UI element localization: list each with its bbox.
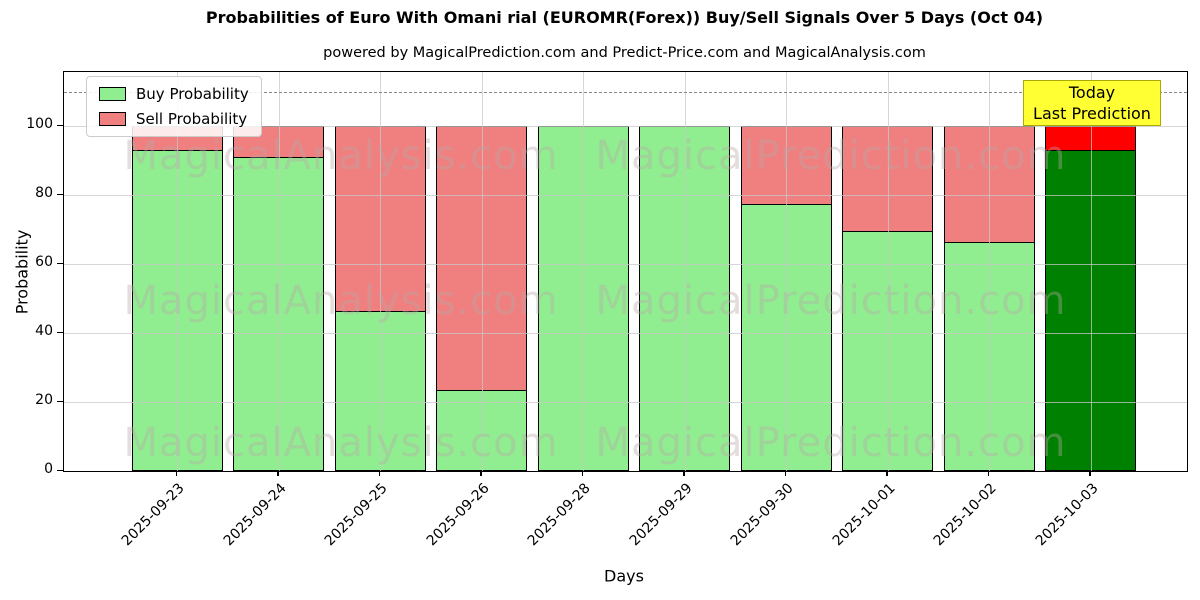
vertical-gridline (583, 72, 584, 471)
y-tick (57, 124, 63, 126)
horizontal-gridline (64, 402, 1187, 403)
watermark-text: MagicalPrediction.com (595, 420, 1067, 466)
x-tick-label: 2025-09-23 (118, 480, 188, 550)
x-tick-label: 2025-10-03 (1032, 480, 1102, 550)
chart-title: Probabilities of Euro With Omani rial (E… (205, 8, 1044, 27)
x-tick (1089, 471, 1091, 476)
watermark-text: MagicalAnalysis.com (123, 133, 559, 179)
horizontal-gridline (64, 195, 1187, 196)
vertical-gridline (278, 72, 280, 471)
watermark-text: MagicalPrediction.com (595, 278, 1067, 324)
buy-swatch-icon (99, 87, 126, 101)
x-tick-label: 2025-10-02 (930, 480, 1000, 550)
vertical-gridline (887, 72, 889, 471)
y-tick (57, 469, 63, 471)
watermark-text: MagicalAnalysis.com (123, 278, 559, 324)
y-tick (57, 193, 63, 195)
watermark-text: MagicalPrediction.com (595, 133, 1067, 179)
y-tick-label: 100 (26, 116, 53, 132)
x-tick-label: 2025-09-25 (321, 480, 391, 550)
y-tick (57, 262, 63, 264)
y-axis-label: Probability (12, 229, 32, 315)
x-tick (886, 471, 888, 476)
x-tick-label: 2025-09-29 (626, 480, 696, 550)
x-tick (784, 471, 786, 476)
horizontal-gridline (64, 126, 1187, 127)
y-tick-label: 40 (35, 323, 53, 339)
legend: Buy Probability Sell Probability (86, 76, 262, 137)
y-tick-label: 20 (35, 392, 53, 408)
x-tick-label: 2025-09-28 (524, 480, 594, 550)
chart-subtitle: powered by MagicalPrediction.com and Pre… (323, 45, 926, 61)
dashed-threshold-line (64, 91, 1187, 93)
legend-label-sell: Sell Probability (136, 110, 248, 128)
x-tick (987, 471, 989, 476)
x-tick-label: 2025-10-01 (829, 480, 899, 550)
x-tick (480, 471, 482, 476)
legend-label-buy: Buy Probability (136, 85, 249, 103)
x-tick (277, 471, 279, 476)
vertical-gridline (481, 72, 483, 471)
horizontal-gridline (64, 264, 1187, 265)
x-tick (683, 471, 685, 476)
y-tick-label: 80 (35, 185, 53, 201)
plot-area: Buy Probability Sell Probability Today L… (63, 71, 1188, 472)
y-tick-label: 0 (44, 461, 53, 477)
y-tick-label: 60 (35, 254, 53, 270)
vertical-gridline (684, 72, 686, 471)
horizontal-gridline (64, 333, 1187, 334)
y-tick (57, 331, 63, 333)
legend-item-buy: Buy Probability (99, 85, 249, 103)
x-axis-label: Days (604, 566, 644, 586)
annotation-line1: Today (1068, 83, 1116, 102)
x-tick-label: 2025-09-24 (220, 480, 290, 550)
x-tick-label: 2025-09-30 (727, 480, 797, 550)
y-tick (57, 400, 63, 402)
vertical-gridline (1090, 72, 1092, 471)
x-tick (581, 471, 583, 476)
vertical-gridline (989, 72, 990, 471)
watermark-text: MagicalAnalysis.com (123, 420, 559, 466)
today-annotation: Today Last Prediction (1023, 80, 1161, 126)
sell-swatch-icon (99, 112, 126, 126)
vertical-gridline (380, 72, 381, 471)
x-tick-label: 2025-09-26 (423, 480, 493, 550)
vertical-gridline (786, 72, 787, 471)
vertical-gridline (177, 72, 178, 471)
legend-item-sell: Sell Probability (99, 110, 249, 128)
x-tick (175, 471, 177, 476)
annotation-line2: Last Prediction (1033, 104, 1151, 123)
x-tick (378, 471, 380, 476)
